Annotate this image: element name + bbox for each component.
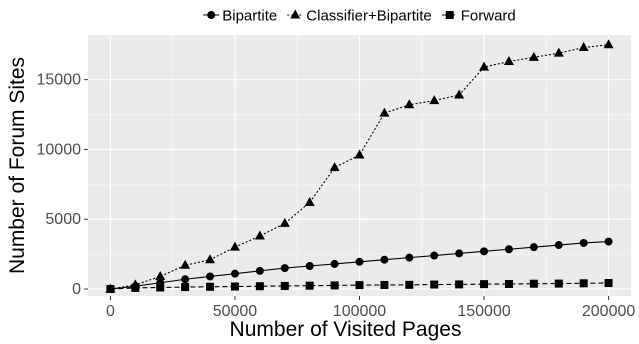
data-point-classifier-bipartite <box>304 196 315 206</box>
data-point-forward <box>579 279 588 288</box>
x-axis-title: Number of Visited Pages <box>230 318 462 341</box>
data-point-forward <box>405 280 414 289</box>
y-tick-label: 5000 <box>45 211 81 228</box>
x-tick-label: 150000 <box>457 303 510 320</box>
x-tick-label: 200000 <box>582 303 635 320</box>
data-point-forward <box>430 280 439 289</box>
data-point-bipartite <box>355 257 364 266</box>
data-point-forward <box>131 283 140 292</box>
data-point-bipartite <box>206 272 215 281</box>
data-point-forward <box>554 279 563 288</box>
data-point-forward <box>380 280 389 289</box>
data-point-forward <box>480 280 489 289</box>
data-point-forward <box>106 285 115 294</box>
data-point-forward <box>255 282 264 291</box>
data-point-bipartite <box>554 241 563 250</box>
data-point-classifier-bipartite <box>354 149 365 159</box>
data-point-forward <box>305 281 314 290</box>
data-point-forward <box>355 281 364 290</box>
data-point-bipartite <box>504 245 513 254</box>
data-point-forward <box>156 283 165 292</box>
data-point-classifier-bipartite <box>503 56 514 66</box>
data-point-forward <box>529 279 538 288</box>
legend-key-circle-marker <box>207 11 216 19</box>
legend-key-triangle-marker <box>290 9 301 19</box>
x-tick-label: 100000 <box>333 303 386 320</box>
data-point-classifier-bipartite <box>254 230 265 240</box>
data-point-classifier-bipartite <box>528 51 539 61</box>
data-point-bipartite <box>480 247 489 256</box>
data-point-classifier-bipartite <box>553 47 564 57</box>
data-point-forward <box>330 281 339 290</box>
series-forward <box>106 279 613 294</box>
data-point-bipartite <box>604 237 613 246</box>
data-point-classifier-bipartite <box>454 89 465 99</box>
data-point-forward <box>455 280 464 289</box>
data-point-bipartite <box>230 269 239 278</box>
data-point-forward <box>206 282 215 291</box>
y-axis-title: Number of Forum Sites <box>6 57 29 274</box>
legend-item-forward: Forward <box>441 8 516 25</box>
data-point-classifier-bipartite <box>429 95 440 105</box>
x-tick-label: 0 <box>106 303 115 320</box>
data-point-bipartite <box>579 238 588 247</box>
data-point-classifier-bipartite <box>479 61 490 71</box>
y-tick-label: 0 <box>72 281 81 298</box>
data-point-bipartite <box>405 253 414 262</box>
series-line-classifier-bipartite <box>110 44 609 290</box>
legend-item-classifier-bipartite: Classifier+Bipartite <box>287 8 432 25</box>
grid-major <box>88 35 631 296</box>
x-tick-label: 50000 <box>213 303 258 320</box>
data-point-bipartite <box>430 251 439 260</box>
data-point-classifier-bipartite <box>155 270 166 280</box>
data-point-forward <box>280 281 289 290</box>
y-tick-label: 10000 <box>37 141 82 158</box>
legend: Bipartite Classifier+Bipartite Forward <box>203 8 516 25</box>
x-axis: 0 50000 100000 150000 200000 <box>106 296 635 320</box>
data-point-classifier-bipartite <box>229 241 240 251</box>
legend-label: Classifier+Bipartite <box>306 8 431 25</box>
data-point-forward <box>230 282 239 291</box>
data-point-classifier-bipartite <box>279 217 290 227</box>
data-point-classifier-bipartite <box>603 39 614 49</box>
data-point-forward <box>181 283 190 292</box>
data-point-bipartite <box>455 249 464 258</box>
data-point-forward <box>504 279 513 288</box>
data-point-bipartite <box>330 259 339 268</box>
legend-item-bipartite: Bipartite <box>203 8 277 25</box>
data-point-bipartite <box>255 266 264 275</box>
data-point-classifier-bipartite <box>205 254 216 264</box>
data-point-bipartite <box>305 261 314 270</box>
data-point-classifier-bipartite <box>329 162 340 172</box>
data-point-forward <box>604 279 613 288</box>
data-point-bipartite <box>380 255 389 264</box>
y-axis: 0 5000 10000 15000 <box>37 72 88 298</box>
data-point-classifier-bipartite <box>379 107 390 117</box>
data-point-bipartite <box>181 275 190 284</box>
data-point-bipartite <box>280 264 289 273</box>
data-point-classifier-bipartite <box>404 99 415 109</box>
series-classifier-bipartite <box>105 39 614 293</box>
series-layer <box>105 39 614 294</box>
legend-key-square-marker <box>445 11 454 19</box>
y-tick-label: 15000 <box>37 72 82 89</box>
legend-label: Bipartite <box>222 8 277 25</box>
legend-label: Forward <box>461 8 516 25</box>
data-point-classifier-bipartite <box>180 259 191 269</box>
data-point-bipartite <box>529 243 538 252</box>
data-point-classifier-bipartite <box>578 42 589 52</box>
